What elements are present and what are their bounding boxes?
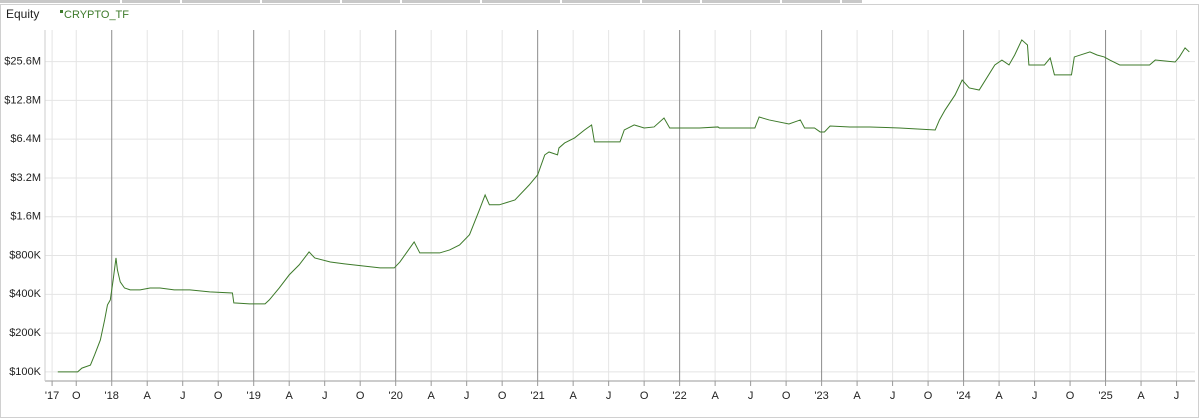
x-tick-label: O xyxy=(782,390,791,402)
plot xyxy=(57,39,1190,373)
x-tick-label: O xyxy=(72,390,81,402)
x-tick-label: '19 xyxy=(247,390,261,402)
panel-border xyxy=(0,4,1199,418)
y-tick-label: $6.4M xyxy=(10,133,41,145)
x-tick-label: '17 xyxy=(45,390,59,402)
x-tick-label: '21 xyxy=(530,390,544,402)
x-tick-label: '22 xyxy=(672,390,686,402)
x-tick-label: O xyxy=(1066,390,1075,402)
x-tick-label: A xyxy=(144,390,152,402)
y-tick-label: $25.6M xyxy=(4,55,41,67)
x-tick-label: A xyxy=(711,390,719,402)
x-tick-label: J xyxy=(464,390,470,402)
y-tick-label: $3.2M xyxy=(10,172,41,184)
legend-swatch xyxy=(60,10,63,13)
x-tick-label: O xyxy=(214,390,223,402)
x-tick-label: A xyxy=(569,390,577,402)
x-tick-label: A xyxy=(428,390,436,402)
x-tick-label: '23 xyxy=(814,390,828,402)
x-tick-label: J xyxy=(322,390,328,402)
x-tick-label: J xyxy=(606,390,612,402)
x-tick-label: A xyxy=(286,390,294,402)
x-tick-label: A xyxy=(1137,390,1145,402)
x-tick-label: J xyxy=(1032,390,1038,402)
x-tick-label: '20 xyxy=(389,390,403,402)
x-tick-label: J xyxy=(180,390,186,402)
x-tick-label: J xyxy=(890,390,896,402)
equity-line xyxy=(57,39,1190,373)
y-tick-label: $100K xyxy=(9,366,41,378)
x-tick-label: O xyxy=(640,390,649,402)
y-tick-label: $1.6M xyxy=(10,211,41,223)
x-tick-label: O xyxy=(924,390,933,402)
x-tick-label: J xyxy=(748,390,754,402)
x-tick-label: J xyxy=(1174,390,1180,402)
x-tick-label: A xyxy=(995,390,1003,402)
x-tick-label: '25 xyxy=(1098,390,1112,402)
panel-title: Equity xyxy=(6,7,39,21)
tab-strip xyxy=(0,0,862,3)
x-tick-label: O xyxy=(356,390,365,402)
x-tick-label: O xyxy=(498,390,507,402)
y-tick-label: $200K xyxy=(9,327,41,339)
x-tick-label: '24 xyxy=(956,390,970,402)
y-tick-label: $400K xyxy=(9,288,41,300)
y-tick-label: $800K xyxy=(9,249,41,261)
x-tick-label: '18 xyxy=(105,390,119,402)
y-tick-label: $12.8M xyxy=(4,94,41,106)
legend-label: CRYPTO_TF xyxy=(64,9,129,21)
x-tick-label: A xyxy=(853,390,861,402)
